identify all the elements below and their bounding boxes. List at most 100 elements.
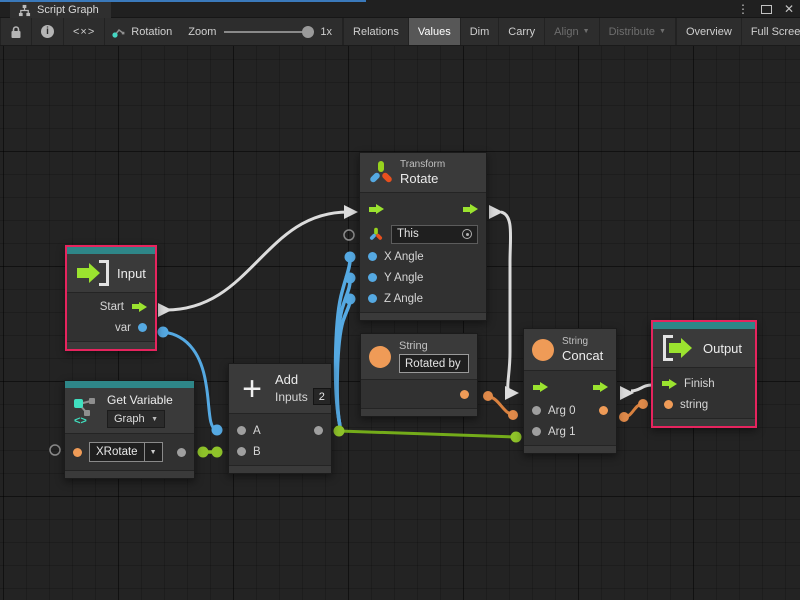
wire-concat-to-output[interactable] (620, 383, 653, 400)
port-var-dot[interactable] (138, 323, 147, 332)
port-row-string: string (653, 394, 755, 415)
chevron-down-icon: ▼ (151, 415, 158, 423)
port-string-dot[interactable] (664, 400, 673, 409)
carry-button[interactable]: Carry (499, 18, 546, 45)
dim-button[interactable]: Dim (461, 18, 500, 45)
relations-button[interactable]: Relations (343, 18, 409, 45)
focus-accent-line (0, 0, 366, 2)
object-picker-icon[interactable] (462, 229, 472, 239)
getvar-title: Get Variable (107, 393, 173, 407)
concat-flow-in-arrow[interactable] (532, 382, 548, 392)
node-get-variable[interactable]: <> Get Variable Graph ▼ XRotate ▼ (64, 380, 195, 479)
getvar-teal-strip (65, 381, 194, 388)
port-finish-flow-arrow[interactable] (661, 378, 677, 389)
kebab-menu-icon[interactable]: ⋮ (736, 2, 749, 16)
wire-concat-to-string[interactable] (619, 399, 648, 422)
transform-mini-icon (369, 227, 383, 241)
fullscreen-button[interactable]: Full Screen (742, 18, 800, 45)
tab-script-graph[interactable]: Script Graph (10, 2, 111, 18)
zoom-slider-knob[interactable] (302, 25, 315, 38)
port-row-b: B (229, 441, 331, 462)
wire-rotate-to-concat[interactable] (489, 205, 519, 400)
unconnected-this-port[interactable] (343, 229, 355, 241)
wire-string-to-arg0[interactable] (483, 391, 518, 420)
node-string-literal[interactable]: String Rotated by (360, 333, 478, 417)
port-z-angle-dot[interactable] (368, 294, 377, 303)
concat-result-dot[interactable] (599, 406, 608, 415)
unconnected-getvar-port[interactable] (49, 444, 61, 456)
rotate-flow-out-arrow[interactable] (462, 204, 478, 214)
variable-name-select[interactable]: XRotate ▼ (89, 442, 163, 462)
lock-button[interactable] (0, 18, 32, 45)
port-row-a: A (229, 420, 331, 441)
port-x-angle-dot[interactable] (368, 252, 377, 261)
add-output-dot[interactable] (314, 426, 323, 435)
add-inputs-label: Inputs (275, 389, 308, 404)
node-string-concat[interactable]: String Concat Arg 0 Arg 1 (523, 328, 617, 454)
string-value-input[interactable]: Rotated by (399, 354, 469, 373)
flow-row (524, 374, 616, 400)
concat-category: String (562, 336, 589, 347)
string-output-dot[interactable] (460, 389, 469, 399)
port-start-flow-arrow[interactable] (131, 301, 147, 312)
variable-input-dot[interactable] (73, 447, 82, 457)
port-row-this: This (360, 222, 486, 246)
flow-row (360, 196, 486, 222)
add-plus-icon: + (242, 369, 262, 408)
overview-button[interactable]: Overview (675, 18, 742, 45)
variable-output-dot[interactable] (177, 447, 186, 457)
node-add[interactable]: + Add Inputs 2 A B (228, 363, 332, 474)
zoom-value: 1x (320, 25, 333, 38)
node-footer (65, 470, 194, 478)
variables-button[interactable]: <×> (64, 18, 106, 45)
inspect-button[interactable]: i (32, 18, 64, 45)
port-arg0-dot[interactable] (532, 406, 541, 415)
port-y-angle-dot[interactable] (368, 273, 377, 282)
port-b-dot[interactable] (237, 447, 246, 456)
close-icon[interactable]: ✕ (783, 2, 794, 16)
graph-icon (18, 4, 31, 16)
wire-add-to-angles[interactable] (333, 251, 356, 427)
get-variable-icon: <> (74, 397, 95, 425)
node-input[interactable]: Input Start var (65, 245, 157, 351)
port-row-arg0: Arg 0 (524, 400, 616, 421)
input-teal-strip (67, 247, 155, 254)
port-z-angle-label: Z Angle (384, 292, 423, 305)
port-arg1-dot[interactable] (532, 427, 541, 436)
port-row-var: var (67, 317, 155, 338)
port-a-dot[interactable] (237, 426, 246, 435)
port-row-arg1: Arg 1 (524, 421, 616, 442)
wire-start-to-rotate[interactable] (158, 205, 358, 317)
maximize-icon[interactable] (760, 4, 772, 14)
port-arg1-label: Arg 1 (548, 425, 576, 438)
concat-flow-out-arrow[interactable] (592, 382, 608, 392)
variable-scope-dropdown[interactable]: Graph ▼ (107, 410, 165, 428)
input-title: Input (117, 265, 146, 281)
output-teal-strip (653, 322, 755, 329)
code-brackets-icon: <×> (73, 25, 96, 38)
port-finish-label: Finish (684, 377, 715, 390)
chevron-down-icon: ▼ (143, 443, 162, 461)
wire-getvar-to-add-b[interactable] (197, 446, 223, 458)
node-output[interactable]: Output Finish string (651, 320, 757, 428)
window-titlebar: Script Graph ⋮ ✕ (0, 0, 800, 18)
align-dropdown[interactable]: Align ▼ (545, 18, 600, 45)
port-start-label: Start (99, 300, 124, 313)
add-inputs-count[interactable]: 2 (312, 388, 331, 405)
values-button[interactable]: Values (408, 18, 461, 45)
wire-var-to-add-a[interactable] (157, 326, 223, 436)
node-transform-rotate[interactable]: Transform Rotate This X Angle (359, 152, 487, 321)
node-footer (653, 418, 755, 426)
port-string-label: string (680, 398, 709, 411)
this-target-field[interactable]: This (391, 224, 478, 244)
graph-toolbar: i <×> Rotation Zoom 1x Relations Values … (0, 18, 800, 46)
port-row-x-angle: X Angle (360, 246, 486, 267)
distribute-dropdown[interactable]: Distribute ▼ (600, 18, 676, 45)
rotate-flow-in-arrow[interactable] (368, 204, 384, 214)
string-output-row (361, 383, 477, 405)
output-title: Output (703, 340, 743, 356)
zoom-slider[interactable] (224, 25, 315, 38)
wire-add-to-arg1[interactable] (333, 425, 522, 443)
port-y-angle-label: Y Angle (384, 271, 424, 284)
